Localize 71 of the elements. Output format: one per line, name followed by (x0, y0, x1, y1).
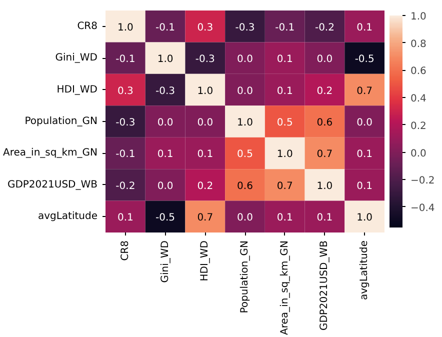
data-label: 0.7 (316, 149, 333, 160)
data-label: -0.1 (116, 54, 136, 66)
data-label: 0.5 (276, 118, 293, 128)
color-bar-label: −0.2 (410, 176, 435, 187)
data-label: -0.3 (195, 54, 215, 66)
x-tick-label: GDP2021USD_WB (319, 240, 330, 331)
data-label: 1.0 (117, 22, 134, 34)
data-label: 0.1 (276, 86, 293, 97)
data-label: 0.3 (197, 22, 214, 34)
data-label: 1.0 (356, 212, 373, 224)
data-label: -0.2 (314, 22, 334, 34)
data-label: 0.0 (237, 54, 253, 66)
data-label: 0.3 (117, 86, 134, 97)
color-bar-label: 0.2 (410, 120, 426, 132)
data-label: -0.2 (116, 180, 136, 192)
data-label: 0.0 (157, 118, 174, 128)
data-label: 0.6 (316, 118, 333, 128)
data-label: -0.3 (235, 22, 255, 34)
color-bar-label: 0.8 (410, 38, 426, 50)
data-label: 1.0 (197, 86, 214, 97)
y-tick-label: Population_GN (24, 116, 98, 127)
data-label: -0.1 (116, 149, 136, 160)
y-tick-label: GDP2021USD_WB (7, 179, 98, 190)
data-label: 0.2 (316, 86, 333, 97)
data-label: 0.1 (197, 149, 214, 160)
data-label: 0.2 (197, 180, 214, 192)
data-label: -0.5 (354, 54, 374, 66)
data-label: -0.3 (156, 86, 176, 97)
y-tick-label: CR8 (77, 20, 98, 32)
y-tick-label: Gini_WD (55, 52, 98, 64)
color-bar-label: −0.4 (410, 202, 435, 214)
data-label: -0.1 (156, 22, 176, 34)
data-label: 0.7 (276, 180, 293, 192)
data-label: 0.0 (237, 212, 253, 224)
data-label: 1.0 (157, 54, 174, 66)
x-tick-label: CR8 (120, 240, 131, 261)
y-tick-label: avgLatitude (38, 211, 98, 222)
data-label: 0.0 (237, 86, 253, 97)
data-label: 0.0 (356, 118, 373, 128)
y-tick-label: HDI_WD (56, 84, 98, 96)
data-label: 0.1 (157, 149, 174, 160)
x-tick-label: avgLatitude (359, 240, 370, 300)
data-label: 0.1 (356, 180, 373, 192)
data-label: 0.6 (237, 180, 253, 192)
data-label: 0.0 (316, 54, 333, 66)
data-label: 0.0 (157, 180, 174, 192)
data-label: -0.3 (116, 118, 136, 128)
color-bar-label: 0.4 (410, 94, 426, 105)
data-label: 0.1 (356, 22, 373, 34)
data-label: 1.0 (316, 180, 333, 192)
data-label: 0.7 (356, 86, 373, 97)
x-tick-label: Population_GN (240, 240, 250, 314)
data-label: 1.0 (237, 118, 253, 128)
data-label: 0.1 (117, 212, 134, 224)
color-bar-label: 1.0 (410, 12, 426, 22)
color-bar-label: 0.0 (410, 148, 426, 160)
data-label: 0.5 (237, 149, 253, 160)
data-label: 0.1 (276, 54, 293, 66)
data-label: 0.1 (276, 212, 293, 224)
data-label: 0.7 (197, 212, 214, 224)
data-label: 1.0 (276, 149, 293, 160)
y-tick-label: Area_in_sq_km_GN (3, 148, 98, 159)
data-label: 0.1 (316, 212, 333, 224)
data-label: -0.5 (156, 212, 176, 224)
data-label: -0.1 (275, 22, 295, 34)
x-tick-label: Gini_WD (160, 240, 171, 283)
x-tick-label: HDI_WD (200, 240, 211, 282)
data-label: 0.0 (197, 118, 214, 128)
color-bar-label: 0.6 (410, 66, 426, 78)
data-label: 0.1 (356, 149, 373, 160)
x-tick-label: Area_in_sq_km_GN (279, 240, 290, 335)
